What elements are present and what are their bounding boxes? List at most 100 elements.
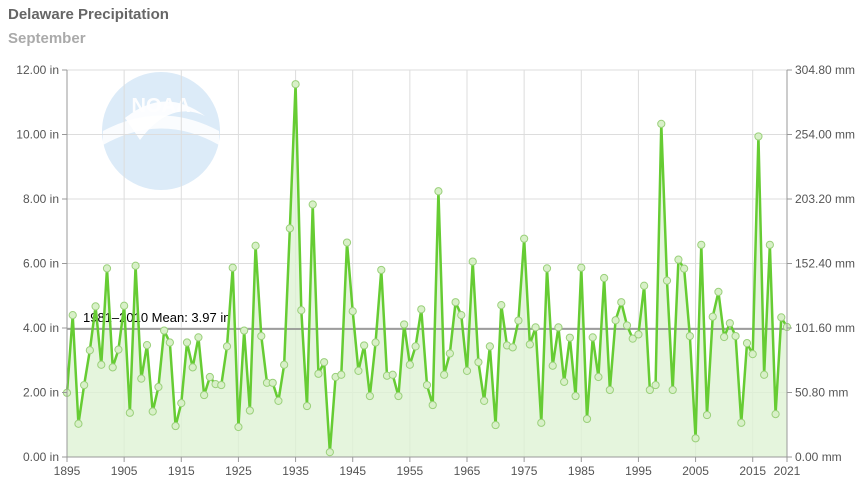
y-tick-label-right: 203.20 mm <box>795 192 855 206</box>
data-point <box>182 338 192 347</box>
data-point <box>508 343 517 352</box>
data-point <box>308 200 317 209</box>
y-tick-label-right: 0.00 mm <box>795 450 842 464</box>
data-point <box>714 287 723 296</box>
data-point <box>102 264 112 273</box>
data-point <box>428 400 437 410</box>
data-point <box>97 360 106 369</box>
x-tick-label: 2005 <box>682 464 709 478</box>
x-tick-label: 1985 <box>568 464 595 478</box>
chart-subtitle: September <box>8 30 86 47</box>
data-point <box>680 264 689 273</box>
logo-text: NOAA <box>132 95 191 117</box>
data-point <box>360 341 369 350</box>
mean-label: 1981–2010 Mean: 3.97 in <box>83 310 230 325</box>
data-point <box>497 301 506 310</box>
data-point <box>634 330 643 339</box>
data-point <box>445 349 454 358</box>
data-point <box>765 240 774 249</box>
data-point <box>280 360 289 369</box>
data-point <box>171 421 180 431</box>
data-point <box>697 240 706 249</box>
data-point <box>131 261 140 270</box>
data-point <box>314 369 323 378</box>
y-tick-label-left: 12.00 in <box>16 63 59 77</box>
noaa-logo: NOAA <box>102 72 220 190</box>
data-point <box>537 418 546 427</box>
data-point <box>285 224 294 233</box>
x-tick-label: 1905 <box>111 464 138 478</box>
data-point <box>120 301 129 310</box>
data-point <box>622 321 632 330</box>
data-point <box>628 334 637 343</box>
data-point <box>617 298 626 307</box>
data-point <box>725 319 734 328</box>
data-point <box>400 320 409 329</box>
precipitation-area <box>67 84 787 457</box>
data-point <box>91 302 100 311</box>
data-point <box>371 338 380 347</box>
y-tick-label-left: 6.00 in <box>23 257 59 271</box>
data-point <box>708 312 717 321</box>
data-point <box>474 358 483 367</box>
data-point <box>514 316 523 325</box>
mean-line-group: 1981–2010 Mean: 3.97 in <box>67 310 787 330</box>
data-point <box>85 346 94 355</box>
data-point <box>177 399 186 408</box>
data-point <box>462 366 472 375</box>
data-point <box>777 313 786 322</box>
data-point <box>771 410 780 419</box>
data-point <box>760 370 769 379</box>
x-tick-label: 1975 <box>511 464 538 478</box>
chart-title: Delaware Precipitation <box>8 6 169 23</box>
data-point <box>217 380 226 390</box>
data-point <box>531 323 540 332</box>
data-point <box>405 360 414 369</box>
x-tick-label: 2021 <box>774 464 801 478</box>
data-point <box>142 340 152 350</box>
x-tick-label: 1915 <box>168 464 195 478</box>
data-point <box>731 331 740 341</box>
data-point <box>297 306 306 315</box>
data-point <box>611 316 620 325</box>
y-tick-label-right: 50.80 mm <box>795 386 848 400</box>
y-tick-label-left: 2.00 in <box>23 386 59 400</box>
data-point <box>320 358 329 367</box>
data-point <box>417 305 426 314</box>
data-point <box>245 406 254 415</box>
data-point <box>542 264 552 273</box>
data-point <box>571 391 580 401</box>
data-point <box>577 263 586 272</box>
data-point <box>240 326 249 335</box>
data-point <box>228 263 237 272</box>
y-tick-label-left: 10.00 in <box>16 128 59 142</box>
data-point <box>194 333 203 342</box>
x-tick-label: 1965 <box>454 464 481 478</box>
data-point <box>582 414 592 424</box>
x-tick-label: 2015 <box>739 464 766 478</box>
data-point <box>588 333 597 342</box>
data-point <box>662 276 672 285</box>
data-point <box>565 333 574 342</box>
data-point <box>640 281 649 290</box>
data-point <box>80 380 89 390</box>
y-tick-label-right: 101.60 mm <box>795 321 855 335</box>
y-tick-label-left: 0.00 in <box>23 450 59 464</box>
data-point <box>491 420 500 430</box>
y-tick-label-left: 8.00 in <box>23 192 59 206</box>
data-point <box>348 307 357 316</box>
data-point <box>468 257 477 266</box>
data-point <box>234 422 243 432</box>
data-point <box>600 273 609 283</box>
data-point <box>440 370 449 379</box>
data-point <box>754 132 763 141</box>
data-point <box>520 234 529 243</box>
data-point <box>365 391 374 401</box>
data-point <box>222 342 232 351</box>
data-point <box>480 396 489 405</box>
axes: 0.00 in 0.00 mm 2.00 in 50.80 mm 4.00 in 101.… <box>16 63 855 478</box>
data-point <box>691 434 700 443</box>
data-point <box>645 385 654 395</box>
data-point <box>200 390 209 400</box>
